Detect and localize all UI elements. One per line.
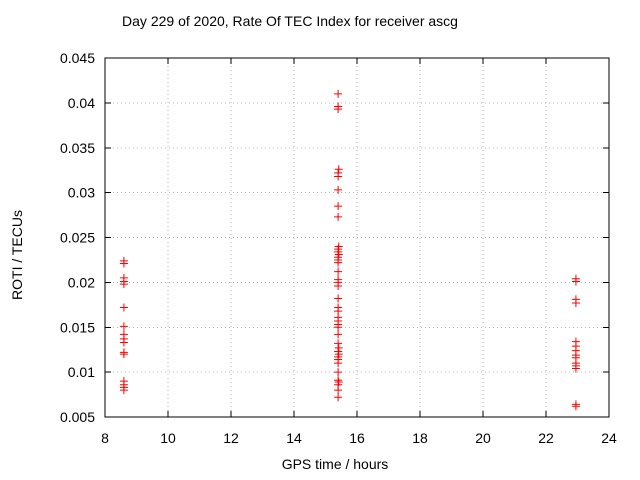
data-point-marker — [334, 165, 343, 174]
data-point-marker — [334, 281, 343, 290]
data-point-marker — [334, 212, 343, 221]
data-point-marker — [334, 386, 343, 395]
x-tick-label: 10 — [160, 430, 176, 446]
data-point-marker — [334, 294, 343, 303]
x-tick-label: 8 — [101, 430, 109, 446]
y-tick-label: 0.03 — [68, 185, 95, 201]
y-tick-label: 0.015 — [60, 319, 95, 335]
data-point-marker — [334, 339, 343, 348]
data-point-marker — [571, 364, 580, 373]
data-point-marker — [119, 350, 128, 359]
y-tick-label: 0.035 — [60, 140, 95, 156]
data-point-marker — [119, 259, 128, 268]
x-tick-label: 22 — [538, 430, 554, 446]
data-point-marker — [571, 277, 580, 286]
x-tick-label: 14 — [286, 430, 302, 446]
x-tick-label: 18 — [412, 430, 428, 446]
data-point-marker — [334, 185, 343, 194]
x-tick-label: 16 — [349, 430, 365, 446]
data-point-marker — [334, 330, 343, 339]
x-tick-label: 24 — [601, 430, 617, 446]
tick-labels: 8 10 12 14 16 18 20 22 24 0.005 0.01 0.015 0.02 0.025… — [60, 50, 617, 446]
data-point-marker — [119, 338, 128, 347]
data-point-marker — [334, 89, 343, 98]
data-point-marker — [334, 202, 343, 211]
data-point-marker — [119, 386, 128, 395]
x-tick-label: 20 — [475, 430, 491, 446]
tick-marks — [104, 57, 610, 418]
data-point-marker — [334, 323, 343, 332]
data-point-marker — [334, 368, 343, 377]
data-point-marker — [334, 359, 343, 368]
y-tick-label: 0.04 — [68, 95, 95, 111]
data-point-marker — [571, 402, 580, 411]
x-tick-label: 12 — [223, 430, 239, 446]
data-point-marker — [334, 267, 343, 276]
x-axis-label: GPS time / hours — [281, 456, 389, 472]
data-point-marker — [334, 105, 343, 114]
data-points — [119, 89, 580, 411]
data-point-marker — [571, 299, 580, 308]
data-point-marker — [119, 303, 128, 312]
data-point-marker — [119, 322, 128, 331]
y-tick-label: 0.01 — [68, 364, 95, 380]
y-tick-label: 0.045 — [60, 50, 95, 66]
chart-title: Day 229 of 2020, Rate Of TEC Index for r… — [122, 13, 458, 29]
data-point-marker — [334, 258, 343, 267]
y-tick-label: 0.02 — [68, 274, 95, 290]
gridlines — [105, 58, 609, 417]
data-point-marker — [119, 280, 128, 289]
data-point-marker — [334, 393, 343, 402]
y-tick-label: 0.005 — [60, 409, 95, 425]
data-point-marker — [334, 172, 343, 181]
y-tick-label: 0.025 — [60, 230, 95, 246]
